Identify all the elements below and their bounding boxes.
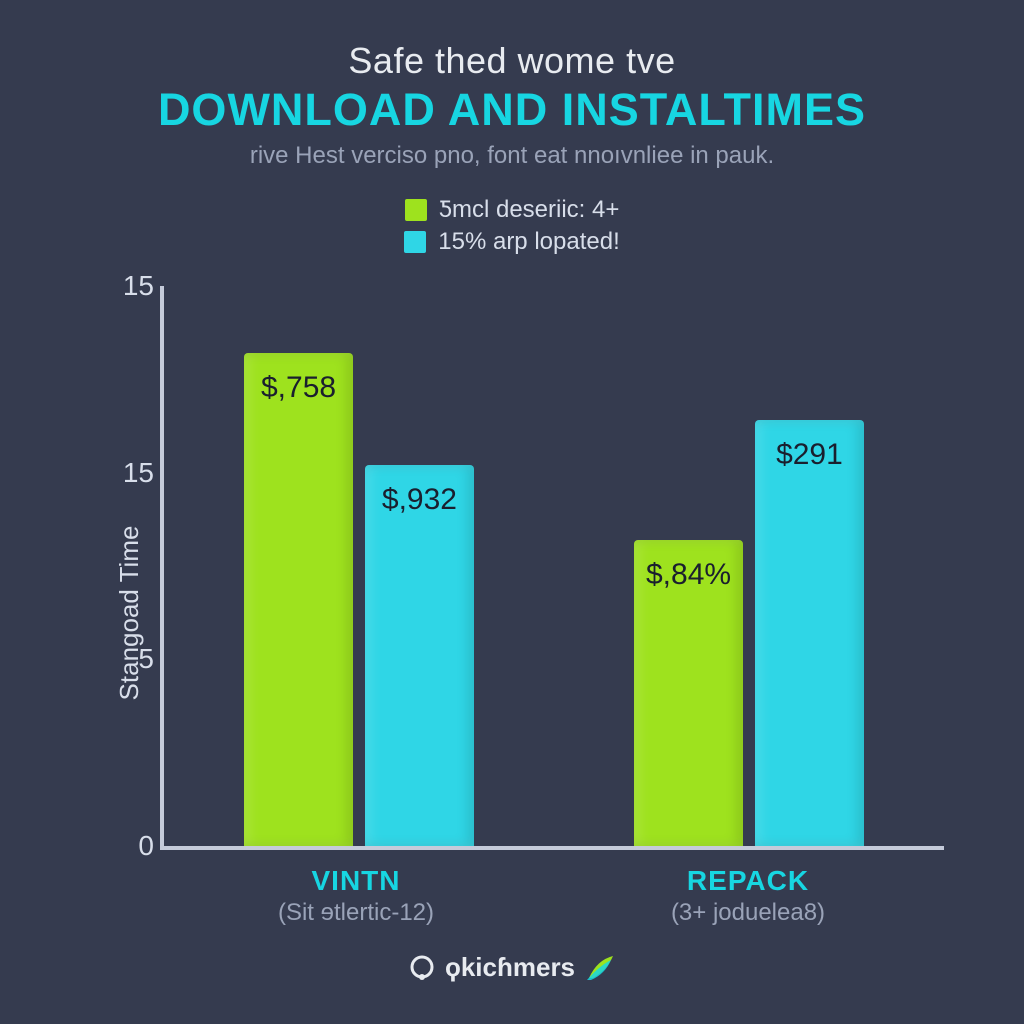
bar-value-label: $,84% — [646, 558, 731, 592]
legend-label: Ƽmcl deseriic: 4+ — [439, 196, 620, 224]
bar-value-label: $291 — [776, 438, 843, 472]
header: Safe thed wome tve DOWNLOAD AND INSTALTI… — [50, 40, 974, 170]
y-tick: 0 — [109, 830, 154, 862]
y-tick: 15 — [109, 270, 154, 302]
legend-swatch-icon — [405, 199, 427, 221]
chart: Stangoad Time $,758$,932$,84%$291 051515… — [50, 276, 974, 950]
x-main-label: REPACK — [552, 865, 944, 897]
x-group-label: REPACK(3+ joduelea8) — [552, 855, 944, 950]
legend-item: Ƽmcl deseriic: 4+ — [405, 196, 620, 224]
bar-value-label: $,758 — [261, 371, 336, 405]
x-group-label: VINTN(Sit ɘtlertic-12) — [160, 855, 552, 950]
x-axis-labels: VINTN(Sit ɘtlertic-12)REPACK(3+ joduelea… — [160, 855, 944, 950]
bar-value-label: $,932 — [382, 483, 457, 517]
brand-text: ϙkicɦmers — [445, 952, 575, 983]
legend-item: 15% arp lopated! — [404, 228, 619, 256]
x-sub-label: (3+ joduelea8) — [552, 899, 944, 927]
footer-brand: ϙkicɦmers — [50, 950, 974, 994]
y-tick: 5 — [109, 643, 154, 675]
brand-leaf-icon — [583, 950, 617, 984]
x-sub-label: (Sit ɘtlertic-12) — [160, 899, 552, 927]
bar: $,932 — [365, 465, 474, 846]
bars-area: $,758 $,932 $,84% $291 — [164, 286, 944, 846]
bar: $,84% — [634, 540, 743, 846]
brand-ring-icon — [407, 952, 437, 982]
legend: Ƽmcl deseriic: 4+ 15% arp lopated! — [50, 196, 974, 256]
subtitle: rive Hest verciso pno, font eat nnoıvnli… — [50, 142, 974, 170]
legend-swatch-icon — [404, 231, 426, 253]
main-title: DOWNLOAD AND INSTALTIMES — [50, 84, 974, 136]
bar: $291 — [755, 420, 864, 846]
y-tick: 15 — [109, 457, 154, 489]
pre-title: Safe thed wome tve — [50, 40, 974, 82]
plot-area: $,758$,932$,84%$291 051515 — [160, 286, 944, 850]
x-main-label: VINTN — [160, 865, 552, 897]
legend-label: 15% arp lopated! — [438, 228, 619, 256]
bar: $,758 — [244, 353, 353, 846]
